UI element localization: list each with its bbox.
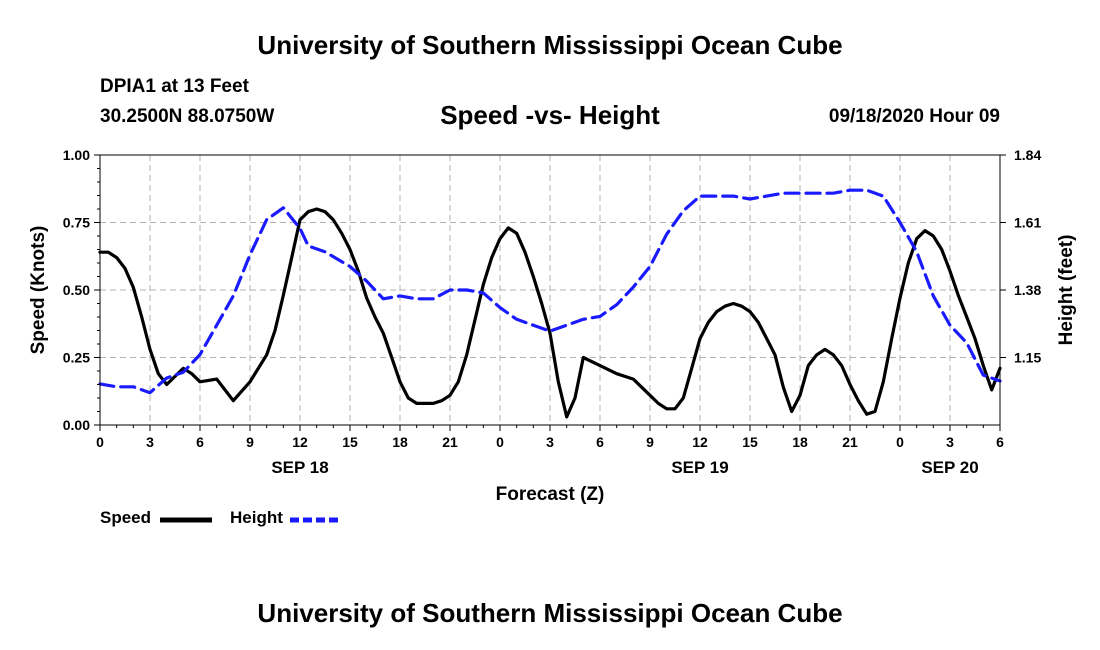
datetime-label: 09/18/2020 Hour 09 bbox=[828, 106, 1000, 127]
date-label: SEP 19 bbox=[671, 458, 728, 477]
x-tick-label: 15 bbox=[342, 434, 358, 450]
x-tick-label: 21 bbox=[842, 434, 858, 450]
x-tick-label: 15 bbox=[742, 434, 758, 450]
x-tick-label: 6 bbox=[596, 434, 604, 450]
x-tick-label: 18 bbox=[392, 434, 408, 450]
x-tick-label: 6 bbox=[996, 434, 1004, 450]
legend-height-label: Height bbox=[230, 508, 283, 527]
speed-series-line bbox=[98, 207, 1002, 419]
x-tick-label: 9 bbox=[246, 434, 254, 450]
x-tick-label: 3 bbox=[946, 434, 954, 450]
x-tick-label: 18 bbox=[792, 434, 808, 450]
date-label: SEP 18 bbox=[271, 458, 328, 477]
y-tick-label: 1.00 bbox=[63, 147, 90, 163]
x-tick-label: 0 bbox=[496, 434, 504, 450]
station-label: DPIA1 at 13 Feet bbox=[100, 76, 249, 97]
legend-speed-label: Speed bbox=[100, 508, 152, 527]
x-axis-label: Forecast (Z) bbox=[496, 484, 605, 505]
y2-tick-label: 1.84 bbox=[1014, 147, 1041, 163]
y2-tick-label: 1.15 bbox=[1014, 350, 1041, 366]
x-tick-label: 21 bbox=[442, 434, 458, 450]
x-tick-label: 12 bbox=[292, 434, 308, 450]
date-label: SEP 20 bbox=[921, 458, 978, 477]
x-tick-label: 0 bbox=[96, 434, 104, 450]
y-axis-label: Speed (Knots) bbox=[28, 226, 49, 355]
x-tick-label: 0 bbox=[896, 434, 904, 450]
y-tick-label: 0.25 bbox=[63, 350, 90, 366]
x-tick-label: 3 bbox=[546, 434, 554, 450]
height-series-line bbox=[98, 188, 1002, 395]
chart-title: Speed -vs- Height bbox=[440, 100, 660, 130]
y-tick-label: 0.50 bbox=[63, 282, 90, 298]
x-tick-label: 3 bbox=[146, 434, 154, 450]
bottom-title: University of Southern Mississippi Ocean… bbox=[257, 598, 843, 628]
y2-tick-label: 1.38 bbox=[1014, 282, 1041, 298]
x-tick-label: 9 bbox=[646, 434, 654, 450]
series-lines bbox=[98, 188, 1002, 419]
x-tick-label: 6 bbox=[196, 434, 204, 450]
axes: 0 3 6 9 12 15 18 21 0 3 6 9 12 15 18 21 0 3 6 SEP 18 SEP 19 S… bbox=[63, 147, 1042, 477]
y2-axis-label: Height (feet) bbox=[1056, 235, 1077, 346]
coordinates-label: 30.2500N 88.0750W bbox=[100, 106, 275, 127]
y-tick-label: 0.75 bbox=[63, 215, 90, 231]
y-tick-label: 0.00 bbox=[63, 417, 90, 433]
x-tick-label: 12 bbox=[692, 434, 708, 450]
top-title: University of Southern Mississippi Ocean… bbox=[257, 30, 843, 60]
y2-tick-label: 1.61 bbox=[1014, 215, 1041, 231]
